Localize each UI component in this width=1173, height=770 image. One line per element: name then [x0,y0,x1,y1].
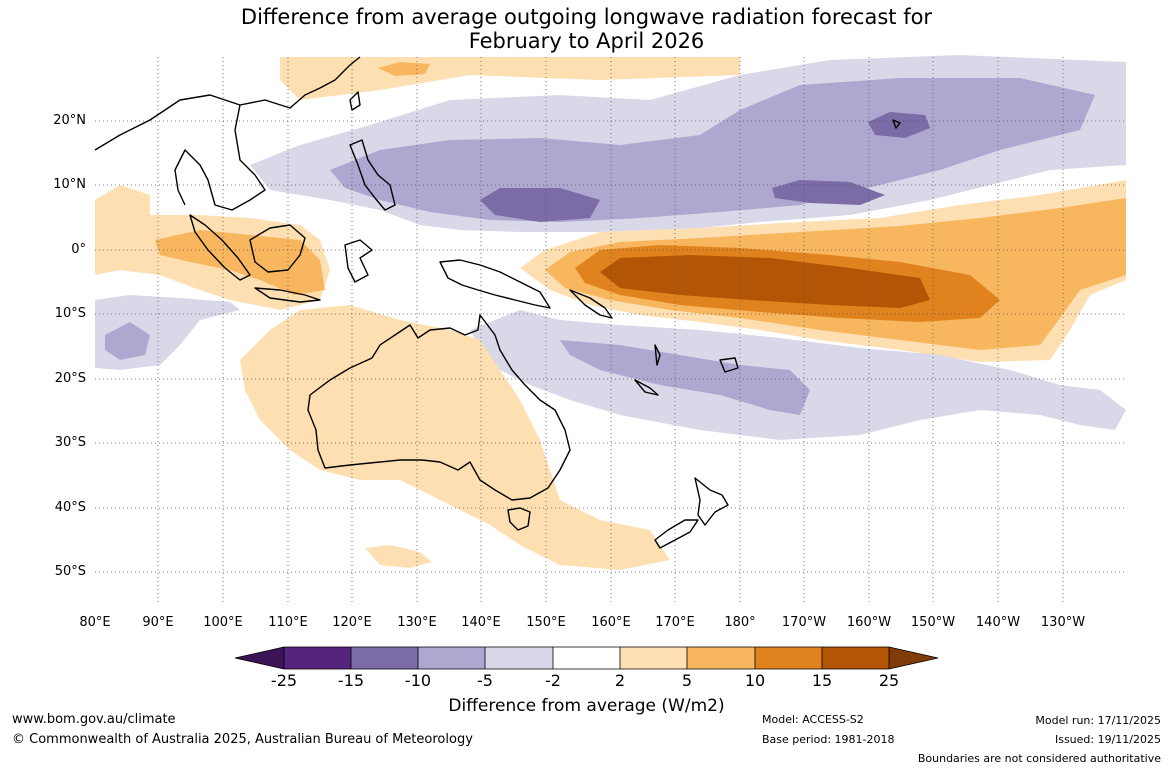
colorbar-tick-minus2: -2 [545,671,561,690]
lon-label-150w: 150°W [910,615,956,630]
footer-disclaimer: Boundaries are not considered authoritat… [917,752,1161,765]
lon-label-140w: 140°W [975,615,1021,630]
lon-label-160w: 160°W [846,615,892,630]
lon-label-160e: 160°E [591,615,631,630]
lat-label-20n: 20°N [53,113,86,128]
colorbar-tick-25: 25 [878,671,900,690]
lon-label-90e: 90°E [142,615,174,630]
lon-label-120e: 120°E [332,615,372,630]
anomaly-positive-south-patch [365,545,432,568]
gridlines [95,57,1126,603]
lat-label-10n: 10°N [53,177,86,192]
colorbar-swatch-minus25-minus15 [284,647,351,669]
hawaii [892,119,901,129]
philippines-coastline [349,139,396,211]
footer-model-run: Model run: 17/11/2025 [1035,714,1161,727]
anomaly-positive-australia [240,305,670,570]
colorbar-tick-10: 10 [744,671,766,690]
new-zealand-south-island [654,519,699,549]
anomaly-positive-maritime-core [155,230,325,295]
lon-label-170w: 170°W [781,615,827,630]
new-caledonia [634,379,659,396]
lat-label-0: 0° [71,242,86,257]
lon-label-170e: 170°E [655,615,695,630]
colorbar-swatch-15-25 [822,647,889,669]
colorbar-tick-2: 2 [614,671,626,690]
australia-coastline [307,314,571,501]
title-line-2: February to April 2026 [468,29,705,53]
lat-label-10s: 10°S [54,306,86,321]
colorbar-tick-15: 15 [811,671,833,690]
colorbar-swatch-minus2-2 [553,647,620,669]
colorbar-title: Difference from average (W/m2) [448,696,725,716]
sulawesi-coastline [344,239,373,283]
colorbar-swatch-2-5 [620,647,687,669]
colorbar-swatch-minus10-minus5 [418,647,485,669]
colorbar-tick-minus5: -5 [477,671,493,690]
anomaly-negative-north-pacific-core-2 [772,180,885,205]
fiji [719,357,739,373]
colorbar-swatch-lt-minus25 [235,647,284,669]
lon-label-110e: 110°E [268,615,308,630]
footer-model: Model: ACCESS-S2 [762,713,864,726]
borneo-coastline [249,224,306,273]
colorbar-swatch-minus15-minus10 [351,647,418,669]
colorbar [234,646,939,670]
java-coastline [254,287,321,303]
colorbar-tick-minus15: -15 [337,671,365,690]
new-guinea-coastline [439,259,551,309]
lon-label-130w: 130°W [1040,615,1086,630]
sumatra-coastline [189,214,251,281]
footer-base-period: Base period: 1981-2018 [762,733,895,746]
anomaly-positive-pacific-core [600,255,930,308]
anomaly-negative-south-indian-core [105,322,150,360]
lon-label-180: 180° [724,615,756,630]
lat-label-50s: 50°S [54,564,86,579]
anomaly-negative-south-pacific-mid [560,340,810,415]
colorbar-tick-minus25: -25 [270,671,298,690]
lon-label-100e: 100°E [203,615,243,630]
colorbar-swatch-5-10 [687,647,755,669]
new-zealand-north-island [694,477,729,526]
colorbar-swatch-minus5-minus2 [485,647,553,669]
footer-issued: Issued: 19/11/2025 [1054,733,1161,746]
coastlines [94,56,901,549]
anomaly-negative-south-pacific [470,310,1126,440]
mainland-asia-coastline [94,56,361,211]
lat-label-20s: 20°S [54,371,86,386]
footer-copyright: © Commonwealth of Australia 2025, Austra… [12,732,473,747]
lat-label-40s: 40°S [54,500,86,515]
title-line-1: Difference from average outgoing longwav… [240,5,933,29]
lon-label-80e: 80°E [79,615,111,630]
lon-label-140e: 140°E [461,615,501,630]
anomaly-negative-north-pacific-core [480,188,600,222]
colorbar-tick-5: 5 [681,671,693,690]
vanuatu [654,344,661,366]
tasmania-coastline [507,507,531,531]
colorbar-swatch-10-15 [755,647,822,669]
solomon-islands [569,289,613,319]
footer-url[interactable]: www.bom.gov.au/climate [12,712,176,727]
lat-label-30s: 30°S [54,435,86,450]
lon-label-130e: 130°E [397,615,437,630]
chart-title: Difference from average outgoing longwav… [0,5,1173,53]
lon-label-150e: 150°E [526,615,566,630]
taiwan-coastline [349,91,361,111]
colorbar-swatch-gt-25 [889,647,938,669]
colorbar-tick-minus10: -10 [404,671,432,690]
